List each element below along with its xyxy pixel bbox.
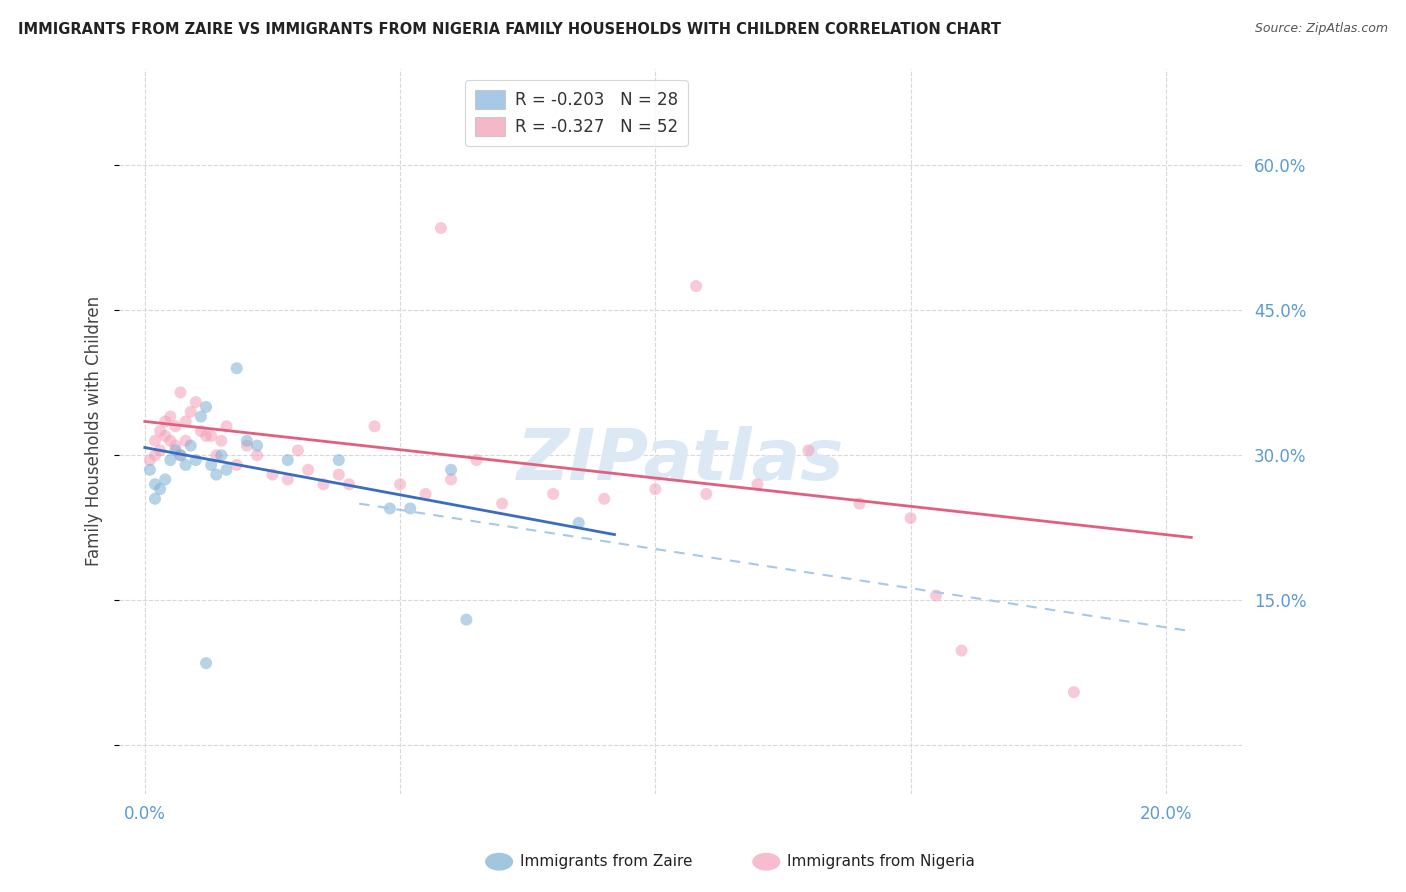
Point	[747, 477, 769, 491]
Point	[159, 409, 181, 424]
Point	[190, 424, 212, 438]
Point	[465, 453, 488, 467]
Point	[1063, 685, 1085, 699]
Point	[925, 589, 948, 603]
Point	[165, 419, 187, 434]
Point	[215, 419, 238, 434]
Point	[337, 477, 360, 491]
Point	[143, 448, 166, 462]
Point	[205, 467, 228, 482]
Point	[195, 400, 218, 414]
Point	[149, 482, 172, 496]
Point	[159, 453, 181, 467]
Point	[287, 443, 309, 458]
Point	[184, 453, 207, 467]
Point	[165, 439, 187, 453]
Point	[246, 448, 269, 462]
Point	[215, 463, 238, 477]
Point	[378, 501, 401, 516]
Text: Source: ZipAtlas.com: Source: ZipAtlas.com	[1254, 22, 1388, 36]
Point	[209, 448, 232, 462]
Point	[568, 516, 591, 530]
Text: Immigrants from Nigeria: Immigrants from Nigeria	[787, 855, 976, 869]
Point	[169, 385, 191, 400]
Point	[399, 501, 422, 516]
Point	[950, 643, 973, 657]
Point	[180, 439, 202, 453]
Point	[149, 424, 172, 438]
Point	[363, 419, 385, 434]
Point	[389, 477, 412, 491]
Point	[195, 656, 218, 670]
Point	[143, 477, 166, 491]
Point	[174, 414, 197, 428]
Point	[797, 443, 820, 458]
Point	[440, 463, 463, 477]
Point	[262, 467, 284, 482]
Point	[209, 434, 232, 448]
Y-axis label: Family Households with Children: Family Households with Children	[86, 296, 103, 566]
Point	[297, 463, 319, 477]
Point	[236, 434, 259, 448]
Text: Immigrants from Zaire: Immigrants from Zaire	[520, 855, 693, 869]
Point	[695, 487, 717, 501]
Point	[155, 429, 177, 443]
Point	[225, 361, 247, 376]
Point	[440, 472, 463, 486]
Point	[685, 279, 707, 293]
Text: ZIPatlas: ZIPatlas	[517, 425, 845, 494]
Point	[184, 395, 207, 409]
Legend: R = -0.203   N = 28, R = -0.327   N = 52: R = -0.203 N = 28, R = -0.327 N = 52	[464, 80, 688, 146]
Point	[541, 487, 564, 501]
Point	[155, 414, 177, 428]
Point	[644, 482, 666, 496]
Point	[200, 458, 222, 472]
Point	[277, 472, 299, 486]
Text: IMMIGRANTS FROM ZAIRE VS IMMIGRANTS FROM NIGERIA FAMILY HOUSEHOLDS WITH CHILDREN: IMMIGRANTS FROM ZAIRE VS IMMIGRANTS FROM…	[18, 22, 1001, 37]
Point	[848, 497, 870, 511]
Point	[456, 613, 478, 627]
Point	[180, 405, 202, 419]
Point	[312, 477, 335, 491]
Point	[236, 439, 259, 453]
Point	[195, 429, 218, 443]
Point	[205, 448, 228, 462]
Point	[143, 491, 166, 506]
Point	[139, 453, 162, 467]
Point	[430, 221, 453, 235]
Point	[225, 458, 247, 472]
Point	[155, 472, 177, 486]
Point	[165, 443, 187, 458]
Point	[190, 409, 212, 424]
Point	[328, 453, 350, 467]
Point	[169, 448, 191, 462]
Point	[593, 491, 616, 506]
Point	[143, 434, 166, 448]
Point	[174, 434, 197, 448]
Point	[174, 458, 197, 472]
Point	[200, 429, 222, 443]
Point	[159, 434, 181, 448]
Point	[277, 453, 299, 467]
Point	[415, 487, 437, 501]
Point	[246, 439, 269, 453]
Point	[149, 443, 172, 458]
Point	[900, 511, 922, 525]
Point	[169, 448, 191, 462]
Point	[139, 463, 162, 477]
Point	[491, 497, 513, 511]
Point	[328, 467, 350, 482]
